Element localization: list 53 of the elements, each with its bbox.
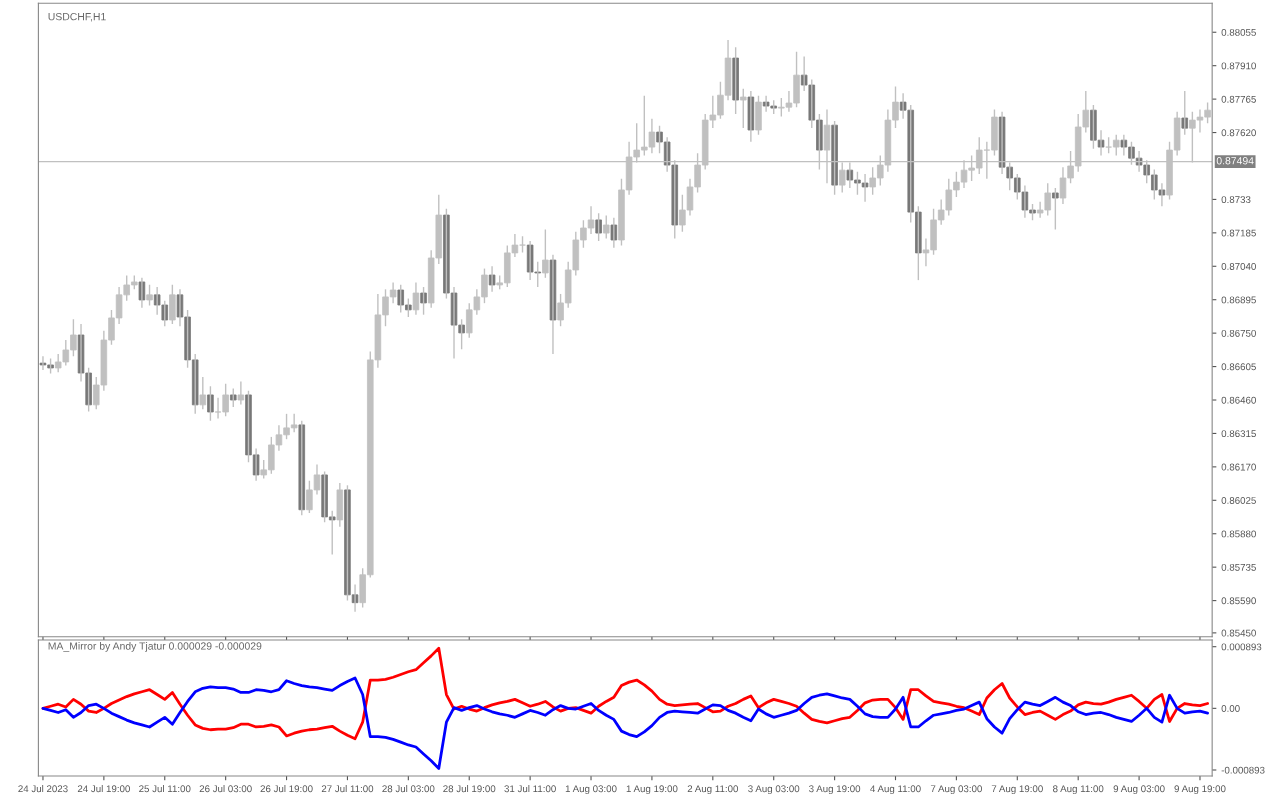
x-tick-label: 8 Aug 11:00 xyxy=(1053,785,1104,795)
x-tick-label: 1 Aug 19:00 xyxy=(626,785,678,795)
candlestick xyxy=(739,88,747,129)
candlestick xyxy=(169,284,176,325)
y-tick-label: 0.86170 xyxy=(1221,463,1256,471)
y-tick-label: 0.86315 xyxy=(1221,430,1256,438)
x-tick-label: 3 Aug 03:00 xyxy=(748,785,800,795)
candlestick xyxy=(542,228,549,279)
y-tick-label: 0.85590 xyxy=(1221,597,1256,605)
x-tick-label: 27 Jul 11:00 xyxy=(321,785,374,793)
y-tick-label: 0.87040 xyxy=(1221,263,1256,270)
x-tick-label: 26 Jul 03:00 xyxy=(199,785,252,793)
candlestick xyxy=(1112,134,1120,157)
x-tick-label: 1 Aug 03:00 xyxy=(565,785,617,795)
x-tick-label: 24 Jul 19:00 xyxy=(77,785,130,793)
ref-line-label: 0.87494 xyxy=(1216,157,1254,165)
x-tick-label: 28 Jul 19:00 xyxy=(443,785,496,793)
x-tick-label: 26 Jul 19:00 xyxy=(260,785,313,793)
candlestick xyxy=(755,94,762,136)
y-tick-label: 0.87185 xyxy=(1221,229,1256,237)
y-tick-label: -0.000893 xyxy=(1221,766,1265,774)
x-tick-label: 24 Jul 2023 xyxy=(18,785,68,793)
y-tick-label: 0.86605 xyxy=(1221,363,1256,371)
x-tick-label: 4 Aug 11:00 xyxy=(870,785,921,795)
y-tick-label: 0.85450 xyxy=(1221,629,1256,637)
y-tick-label: 0.86460 xyxy=(1221,396,1256,404)
y-tick-label: 0.87765 xyxy=(1221,95,1256,103)
y-tick-label: 0.85735 xyxy=(1221,563,1256,571)
y-tick-label: 0.00 xyxy=(1221,705,1240,712)
text: USDCHF,H1 xyxy=(48,12,106,22)
candlestick xyxy=(146,284,153,307)
x-tick-label: 25 Jul 11:00 xyxy=(139,785,191,793)
x-tick-label: 2 Aug 11:00 xyxy=(687,785,739,795)
x-tick-label: 7 Aug 19:00 xyxy=(991,785,1043,795)
x-tick-label: 9 Aug 19:00 xyxy=(1174,785,1226,795)
y-tick-label: 0.88055 xyxy=(1221,28,1256,36)
y-tick-label: 0.86750 xyxy=(1221,329,1256,337)
y-tick-label: 0.86895 xyxy=(1221,296,1256,304)
candlestick xyxy=(602,214,610,240)
x-tick-label: 3 Aug 19:00 xyxy=(809,785,861,795)
y-tick-label: 0.87620 xyxy=(1221,129,1256,137)
candlestick xyxy=(237,380,245,406)
y-tick-label: 0.87910 xyxy=(1221,62,1256,70)
line-series xyxy=(41,676,1209,770)
y-tick-label: 0.8733 xyxy=(1221,196,1251,204)
y-tick-label: 0.86025 xyxy=(1221,497,1256,504)
x-tick-label: 28 Jul 03:00 xyxy=(382,785,435,793)
x-tick-label: 7 Aug 03:00 xyxy=(930,785,982,795)
chart-title: MA_Mirror by Andy Tjatur 0.000029 -0.000029 xyxy=(48,642,262,652)
x-tick-label: 9 Aug 03:00 xyxy=(1113,785,1165,795)
x-tick-label: 31 Jul 11:00 xyxy=(504,785,556,793)
y-tick-label: 0.000893 xyxy=(1221,643,1262,651)
y-tick-label: 0.85880 xyxy=(1221,530,1256,538)
